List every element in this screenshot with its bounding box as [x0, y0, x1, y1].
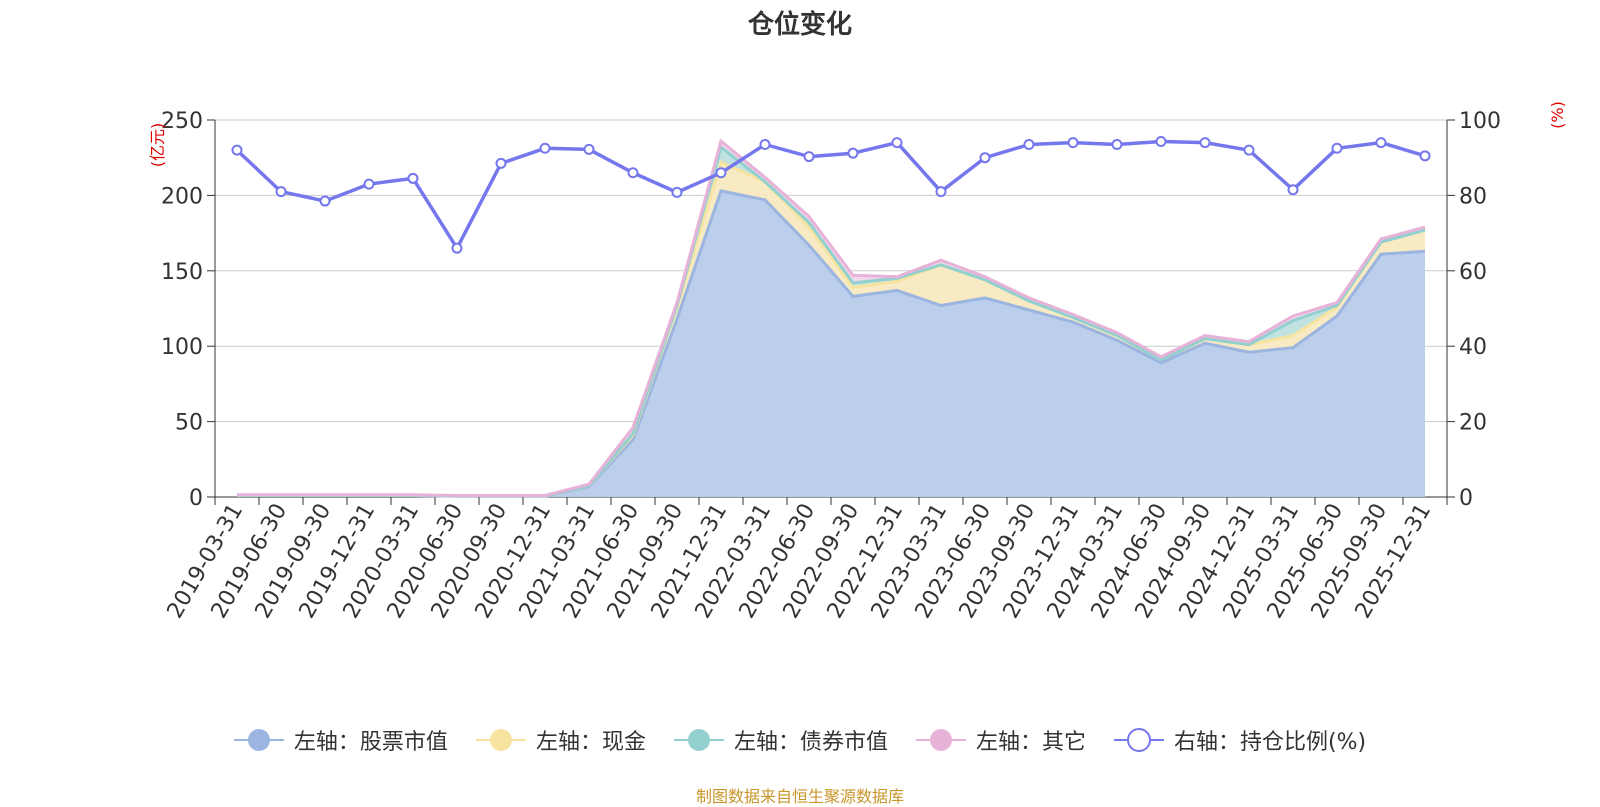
- legend-item-ratio[interactable]: 右轴：持仓比例(%): [1113, 724, 1367, 756]
- ratio-point: [583, 143, 595, 155]
- ratio-point: [1199, 137, 1211, 149]
- legend-other-label: 左轴：其它: [975, 730, 1086, 755]
- area-edge-line: [237, 138, 1426, 497]
- area-fill: [237, 190, 1425, 497]
- left-tick-label: 50: [175, 411, 203, 436]
- left-tick-label: 200: [161, 184, 203, 209]
- ratio-point: [1331, 142, 1343, 154]
- ratio-point: [1155, 135, 1167, 147]
- legend-item-cash[interactable]: 左轴：现金: [475, 724, 646, 756]
- ratio-point: [803, 151, 815, 163]
- ratio-point: [671, 186, 683, 198]
- ratio-point: [1111, 139, 1123, 151]
- ratio-point: [407, 172, 419, 184]
- left-tick-label: 250: [161, 109, 203, 134]
- legend-bond-marker-icon: [673, 729, 724, 751]
- legend-stock-label: 左轴：股票市值: [293, 730, 448, 755]
- legend-cash-label: 左轴：现金: [535, 730, 646, 755]
- legend-item-bond[interactable]: 左轴：债券市值: [673, 724, 888, 756]
- legend-item-other[interactable]: 左轴：其它: [915, 724, 1086, 756]
- ratio-point: [935, 186, 947, 198]
- legend-bond-label: 左轴：债券市值: [733, 730, 888, 755]
- ratio-point: [1287, 184, 1299, 196]
- right-tick-label: 60: [1459, 260, 1487, 285]
- left-tick-label: 150: [161, 260, 203, 285]
- ratio-point: [495, 157, 507, 169]
- legend-ratio-marker-icon: [1113, 728, 1164, 752]
- ratio-point: [627, 167, 639, 179]
- ratio-point: [231, 144, 243, 156]
- right-tick-label: 40: [1459, 335, 1487, 360]
- ratio-line: [235, 139, 1426, 250]
- left-tick-label: 100: [161, 335, 203, 360]
- ratio-point: [1023, 139, 1035, 151]
- ratio-point: [1419, 150, 1431, 162]
- ratio-point: [979, 152, 991, 164]
- ratio-point: [847, 147, 859, 159]
- ratio-point: [891, 137, 903, 149]
- ratio-point: [715, 167, 727, 179]
- right-tick-label: 100: [1459, 109, 1501, 134]
- ratio-point: [539, 142, 551, 154]
- legend-stock-marker-icon: [233, 729, 284, 751]
- ratio-point: [1375, 137, 1387, 149]
- ratio-point: [759, 139, 771, 151]
- left-axis-unit: (亿元): [148, 123, 167, 168]
- legend: 左轴：股票市值 左轴：现金 左轴：债券市值 左轴：其它 右轴：持仓比例(%): [0, 724, 1600, 756]
- right-axis-unit: (%): [1548, 101, 1567, 129]
- right-tick-label: 0: [1459, 486, 1473, 511]
- stacked-areas: [237, 138, 1426, 498]
- right-tick-label: 80: [1459, 184, 1487, 209]
- position-ratio-line: [231, 135, 1431, 254]
- legend-ratio-label: 右轴：持仓比例(%): [1173, 730, 1367, 755]
- ratio-point: [275, 186, 287, 198]
- legend-item-stock[interactable]: 左轴：股票市值: [233, 724, 448, 756]
- ratio-point: [1067, 137, 1079, 149]
- right-tick-label: 20: [1459, 411, 1487, 436]
- data-source-note: 制图数据来自恒生聚源数据库: [695, 787, 904, 806]
- ratio-point: [363, 178, 375, 190]
- ratio-point: [1243, 144, 1255, 156]
- ratio-point: [319, 195, 331, 207]
- legend-cash-marker-icon: [475, 729, 526, 751]
- legend-other-marker-icon: [915, 729, 966, 751]
- ratio-point: [451, 242, 463, 254]
- left-tick-label: 0: [189, 486, 203, 511]
- chart-title: 仓位变化: [747, 10, 852, 40]
